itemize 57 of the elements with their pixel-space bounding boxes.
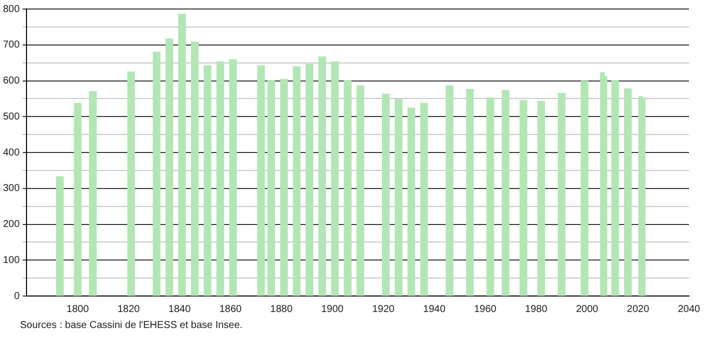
x-tick-label: 2000 — [576, 304, 599, 315]
x-tick-label: 1900 — [321, 304, 344, 315]
x-tick-label: 2020 — [626, 304, 650, 315]
x-tick-label: 1800 — [66, 304, 90, 315]
y-tick-label: 700 — [2, 40, 20, 51]
x-tick-label: 1840 — [168, 304, 192, 315]
y-tick-label: 300 — [2, 183, 20, 194]
bar — [257, 65, 265, 296]
bar — [318, 56, 326, 296]
source-note: Sources : base Cassini de l'EHESS et base Insee. — [20, 320, 243, 331]
bar — [356, 85, 364, 296]
y-tick-label: 800 — [2, 4, 20, 15]
bar — [89, 91, 97, 296]
bar — [486, 98, 494, 296]
bar — [190, 42, 199, 296]
x-tick-label: 1980 — [525, 304, 548, 315]
bar — [420, 103, 428, 296]
x-tick-label: 2040 — [678, 304, 701, 315]
y-tick-label: 200 — [2, 219, 20, 230]
y-tick-label: 100 — [2, 254, 20, 266]
y-tick-label: 0 — [14, 290, 20, 302]
x-tick-label: 1880 — [270, 304, 293, 315]
bar — [624, 88, 632, 296]
bar — [204, 65, 212, 296]
bar — [56, 176, 64, 296]
bar — [580, 80, 588, 296]
bar — [537, 100, 546, 296]
x-tick-label: 1820 — [117, 304, 140, 315]
bar — [466, 89, 474, 296]
x-tick-label: 1940 — [423, 304, 446, 315]
bar — [229, 59, 237, 296]
bar — [306, 64, 314, 296]
y-tick-label: 500 — [2, 111, 20, 122]
bar — [344, 80, 352, 296]
bar — [152, 52, 160, 296]
x-tick-label: 1860 — [219, 304, 242, 315]
bar — [382, 94, 390, 296]
x-tick-label: 1920 — [372, 304, 395, 315]
bar — [74, 103, 82, 296]
bar — [267, 80, 276, 296]
bar — [446, 85, 454, 296]
bar — [166, 38, 174, 296]
bar — [331, 61, 339, 296]
bar — [394, 99, 402, 296]
bar — [178, 14, 186, 296]
bar — [292, 66, 301, 296]
bar — [408, 108, 416, 296]
bar — [280, 78, 288, 296]
bar — [216, 61, 224, 296]
y-tick-label: 400 — [2, 147, 20, 158]
bar — [127, 71, 135, 296]
y-tick-label: 600 — [2, 76, 20, 86]
x-tick-label: 1960 — [474, 304, 497, 315]
bar — [520, 100, 528, 296]
bar — [611, 80, 619, 296]
bar — [558, 92, 566, 296]
bar — [502, 90, 510, 296]
